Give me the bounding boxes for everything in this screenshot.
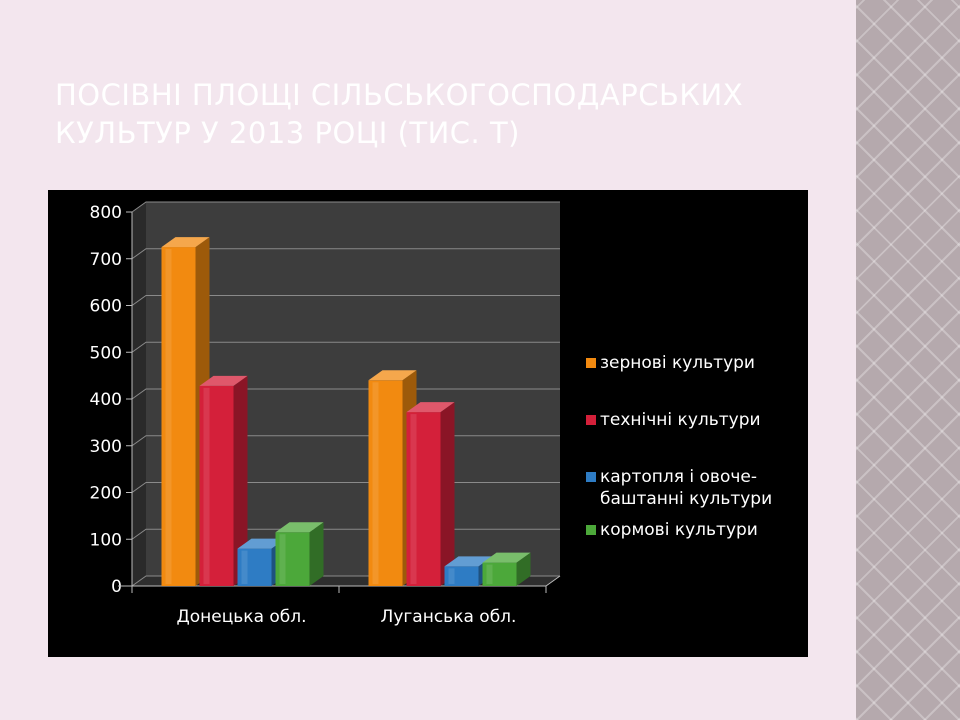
bar-highlight: [486, 564, 493, 584]
bar-highlight: [410, 414, 417, 584]
bar-top: [482, 552, 531, 563]
legend-swatch: [586, 525, 596, 535]
gridline: [131, 295, 560, 306]
bar-highlight: [279, 534, 286, 584]
gridline: [131, 201, 560, 213]
y-tick-label: 200: [90, 484, 122, 504]
y-tick-label: 100: [90, 530, 122, 550]
chart-container: 0 100 200 300 400 500 600 700 800 Донецька обл. Лу…: [48, 190, 808, 657]
gridline: [131, 248, 560, 260]
bar-highlight: [372, 382, 379, 584]
bar-highlight: [241, 550, 248, 584]
gridline: [131, 388, 560, 400]
gridline: [131, 341, 560, 353]
slide-title-line-1: Посівні площі сільськогосподарських: [55, 78, 744, 112]
bar-top: [444, 556, 493, 567]
bar-top: [237, 538, 286, 549]
bar-top: [161, 237, 210, 248]
bar-top: [406, 402, 455, 413]
legend-label: технічні культури: [600, 410, 761, 430]
legend-swatch: [586, 415, 596, 425]
bar-top: [368, 370, 417, 381]
bar-highlight: [448, 568, 455, 584]
bar-side: [516, 552, 531, 586]
y-tick-label: 600: [90, 297, 122, 317]
slide-title-line-2: культур у 2013 році (тис. т): [55, 116, 521, 150]
y-tick-label: 400: [90, 390, 122, 410]
bar-side: [233, 375, 248, 586]
x-axis-depth: [545, 575, 561, 587]
y-tick-label: 700: [90, 250, 122, 270]
decorative-side-panel: [856, 0, 960, 720]
x-category-label: Луганська обл.: [381, 607, 517, 627]
y-tick-label: 0: [111, 577, 122, 597]
bar-highlight: [165, 249, 172, 584]
bar-side: [309, 522, 324, 586]
legend-swatch: [586, 472, 596, 482]
legend-label: картопля і овоче-: [600, 467, 757, 487]
y-tick-label: 300: [90, 437, 122, 457]
x-category-label: Донецька обл.: [176, 607, 306, 627]
bar-chart: 0 100 200 300 400 500 600 700 800 Донецька обл. Лу…: [90, 201, 772, 627]
bar-top: [275, 522, 324, 533]
y-tick-label: 800: [90, 203, 122, 223]
legend-swatch: [586, 358, 596, 368]
bar-highlight: [203, 387, 210, 584]
bar-top: [199, 375, 248, 386]
y-tick-label: 500: [90, 343, 122, 363]
legend-label: баштанні культури: [600, 489, 772, 509]
slide-title: Посівні площі сільськогосподарських куль…: [55, 76, 815, 152]
legend-label: зернові культури: [600, 353, 755, 373]
bar-side: [440, 402, 455, 586]
legend-label: кормові культури: [600, 520, 758, 540]
